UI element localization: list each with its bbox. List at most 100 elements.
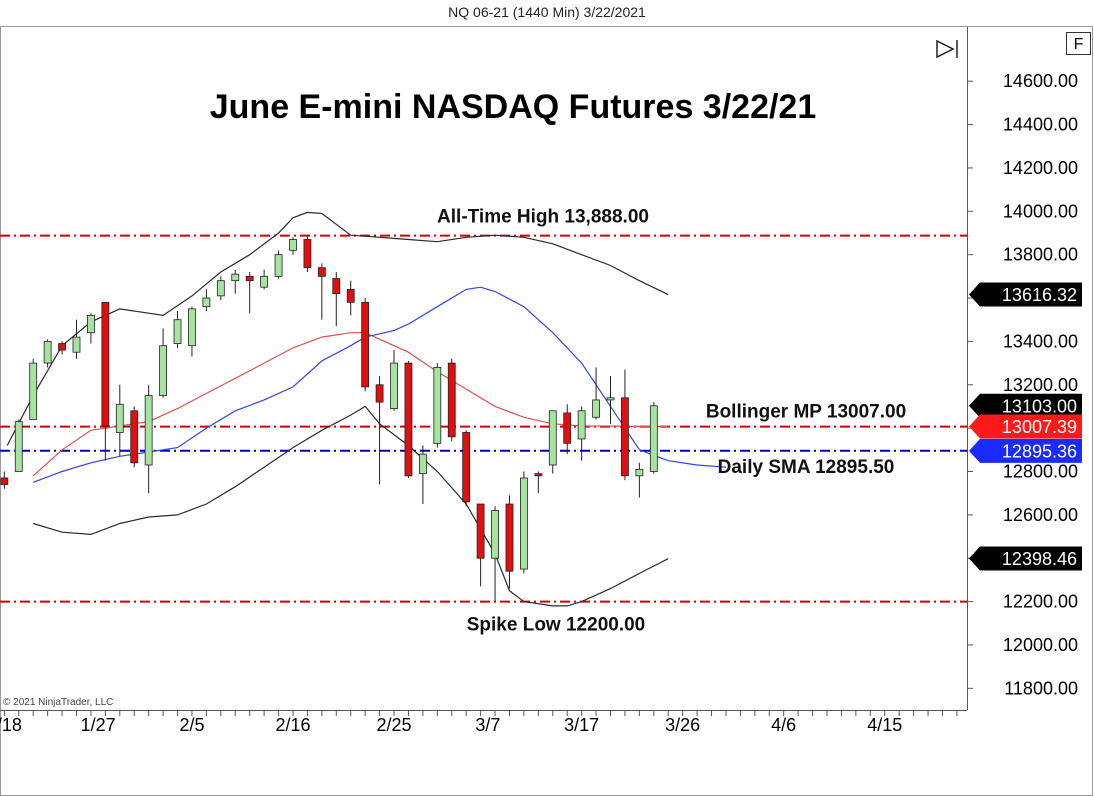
candle-body	[87, 314, 95, 334]
price-tick-label: 12200.00	[1003, 592, 1078, 612]
time-axis: 1/18 1/27 2/5 2/16 2/25 3/7 3/17 3/26 4/6 4/15	[0, 710, 958, 735]
level-annotation: Daily SMA 12895.50	[718, 457, 895, 478]
candle	[548, 410, 557, 474]
candle	[390, 350, 398, 411]
price-tick-label: 12800.00	[1003, 461, 1078, 481]
candle-body	[635, 468, 644, 477]
level-annotation: Spike Low 12200.00	[467, 615, 646, 636]
price-tag: 12398.46	[969, 546, 1082, 571]
candle-body	[43, 340, 52, 364]
candle-body	[462, 432, 471, 503]
price-tick-label: 14200.00	[1003, 158, 1078, 178]
f-button-label: F	[1074, 36, 1084, 53]
candle	[14, 419, 23, 472]
candle-body	[476, 503, 485, 559]
candle	[159, 328, 167, 398]
price-tag: 13007.39	[969, 414, 1082, 439]
daily-sma-line	[32, 286, 727, 483]
candle	[43, 339, 52, 368]
candle-body	[606, 397, 615, 401]
candle-body	[548, 410, 557, 466]
candle	[606, 376, 615, 424]
candle-body	[520, 477, 528, 570]
price-tag-shape	[969, 438, 1082, 463]
candle-body	[404, 362, 413, 477]
time-tick-label: 2/5	[179, 715, 204, 735]
candle	[245, 272, 254, 314]
candle-body	[332, 278, 341, 295]
candle-body	[361, 301, 370, 388]
candle	[58, 341, 66, 355]
candle	[505, 495, 514, 589]
price-tick-label: 14400.00	[1003, 115, 1078, 135]
candle-body	[563, 412, 572, 444]
candle	[375, 376, 384, 485]
candle	[520, 471, 528, 574]
price-tick-label: 12000.00	[1003, 635, 1078, 655]
price-tick-label: 13200.00	[1003, 375, 1078, 395]
chart-frame	[0, 26, 1093, 796]
price-tag-label: 13616.32	[1002, 285, 1077, 305]
time-tick-label: 3/7	[475, 715, 500, 735]
time-tick-label: 3/26	[665, 715, 700, 735]
candle-body	[188, 308, 196, 347]
candle	[188, 306, 196, 357]
price-tag-label: 13103.00	[1002, 396, 1077, 416]
candle	[418, 445, 427, 505]
f-button[interactable]: F	[1066, 32, 1091, 55]
candle-body	[72, 336, 81, 353]
candle-body	[375, 384, 384, 403]
price-tag-label: 12398.46	[1002, 549, 1077, 569]
candle	[534, 471, 543, 494]
price-tag-shape	[969, 546, 1082, 571]
candle	[346, 280, 355, 316]
candle-body	[245, 275, 254, 282]
copyright-text: © 2021 NinjaTrader, LLC	[3, 697, 113, 708]
candle	[274, 250, 283, 279]
bollinger-upper-line	[6, 211, 669, 446]
scroll-to-end-icon[interactable]	[936, 39, 958, 59]
candle	[101, 301, 110, 461]
candle-body	[115, 403, 124, 433]
candle-body	[159, 345, 167, 397]
candle	[130, 406, 139, 468]
candle-body	[14, 421, 23, 472]
time-tick-label: 3/17	[564, 715, 599, 735]
candle	[115, 384, 124, 457]
time-tick-label: 4/15	[867, 715, 902, 735]
price-tag-label: 13007.39	[1002, 417, 1077, 437]
candle	[303, 235, 312, 273]
candle-body	[621, 397, 629, 477]
candle-body	[649, 405, 658, 472]
candle-body	[216, 280, 225, 297]
price-tag-shape	[969, 282, 1082, 307]
price-tag: 13103.00	[969, 393, 1082, 418]
price-tag-label: 12895.36	[1002, 441, 1077, 461]
level-annotation: All-Time High 13,888.00	[437, 207, 649, 228]
candle	[592, 367, 600, 420]
candle-body	[505, 503, 514, 572]
candle-body	[29, 362, 38, 420]
chart-title: June E-mini NASDAQ Futures 3/22/21	[210, 88, 817, 126]
time-tick-label: 1/27	[81, 715, 116, 735]
candle	[404, 360, 413, 478]
candle-body	[390, 362, 398, 410]
candle-body	[144, 395, 153, 466]
time-tick-label: 2/16	[275, 715, 310, 735]
price-tick-label: 12600.00	[1003, 505, 1078, 525]
candle-body	[592, 399, 600, 418]
candle	[87, 313, 95, 344]
candle-body	[317, 267, 326, 277]
level-annotation: Bollinger MP 13007.00	[706, 402, 906, 423]
candle	[0, 471, 9, 489]
level-annotations: All-Time High 13,888.00 Bollinger MP 1300…	[437, 207, 906, 636]
candle	[649, 402, 658, 474]
candle	[433, 363, 442, 448]
candle-body	[447, 362, 456, 438]
price-tag-shape	[969, 414, 1082, 439]
candle	[317, 263, 326, 320]
candle-body	[58, 343, 66, 351]
candle-body	[303, 239, 312, 269]
